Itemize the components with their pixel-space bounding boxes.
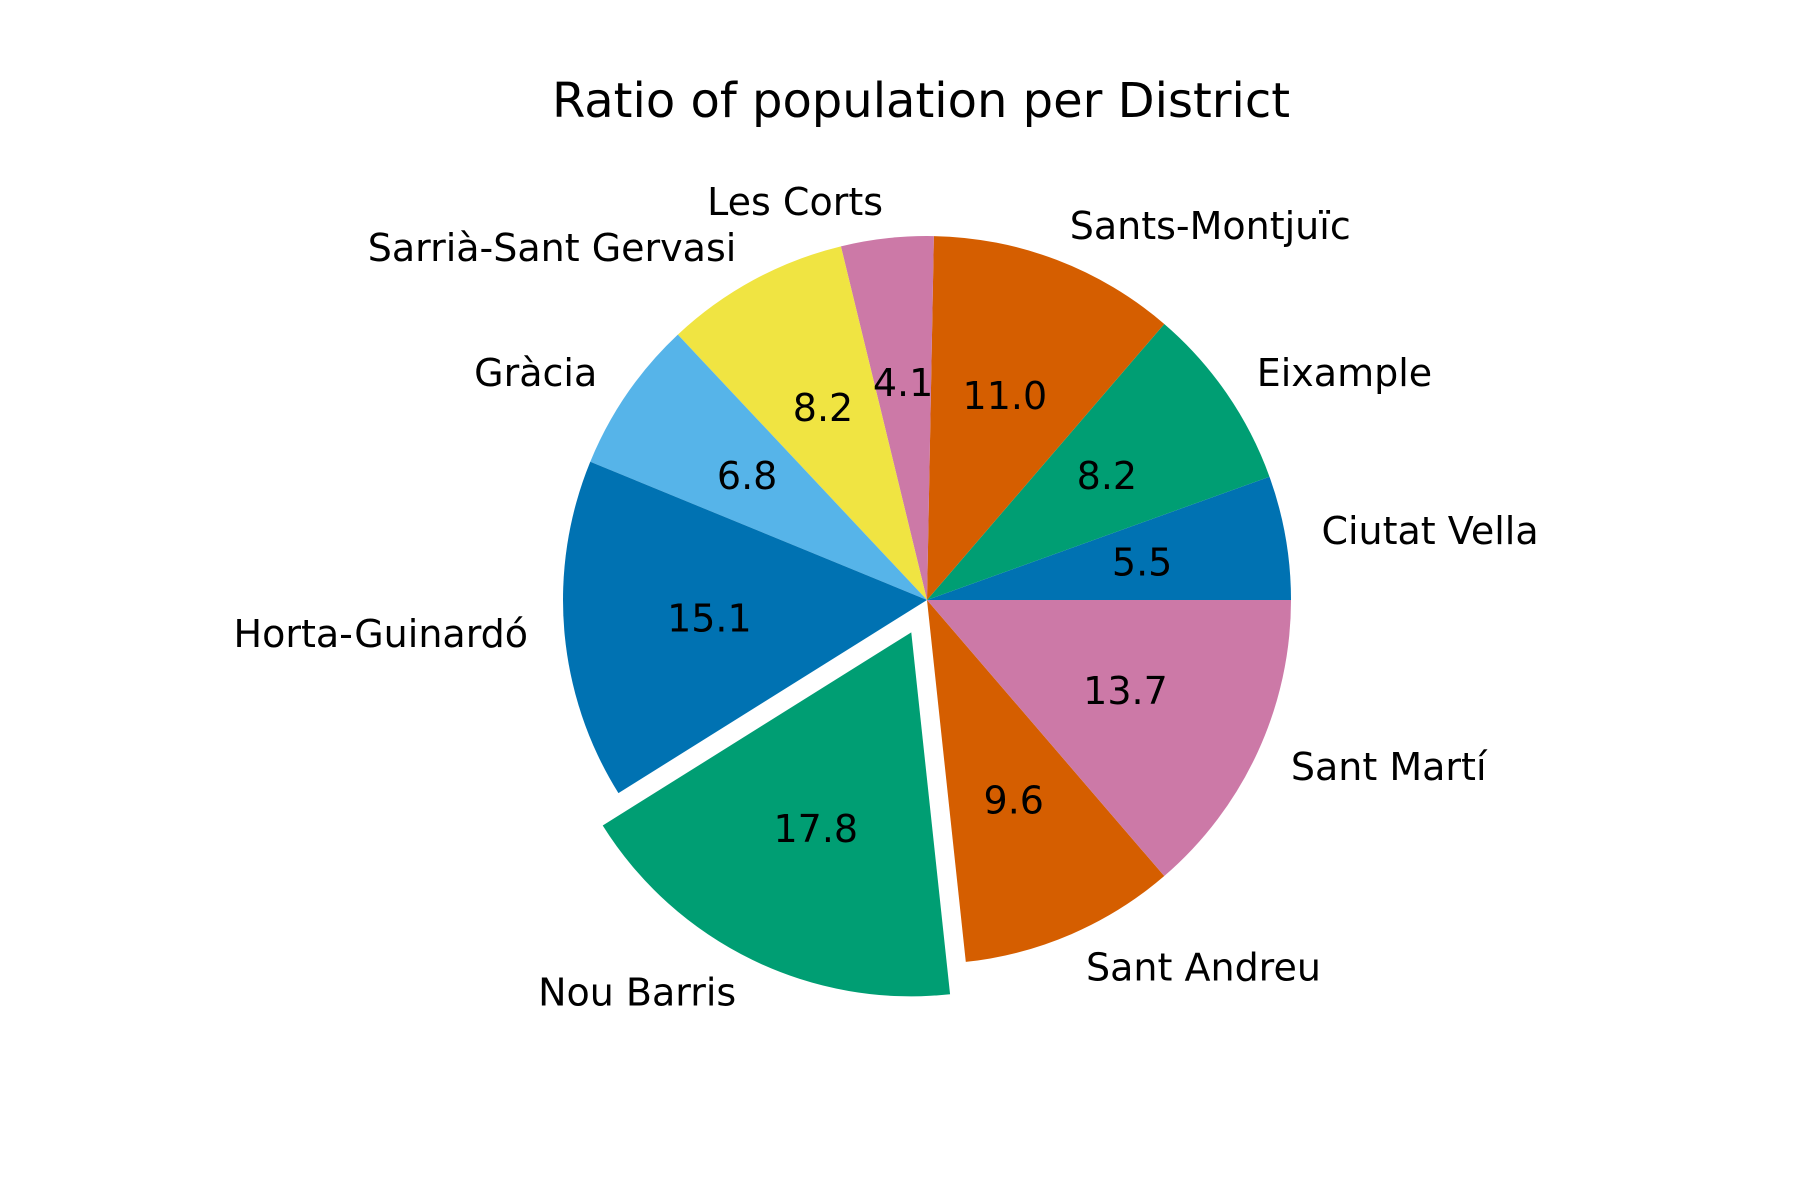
pie-value-label-sant-andreu: 9.6	[984, 778, 1044, 822]
pie-value-label-les-corts: 4.1	[873, 361, 933, 405]
pie-slice-label-sarria-sant-gervasi: Sarrià-Sant Gervasi	[368, 226, 737, 270]
pie-value-label-ciutat-vella: 5.5	[1112, 540, 1172, 584]
pie-slice-label-sants-montjuic: Sants-Montjuïc	[1070, 204, 1351, 248]
pie-slice-label-sant-andreu: Sant Andreu	[1086, 945, 1321, 989]
pie-slice-gracia	[590, 334, 927, 600]
pie-value-label-sarria-sant-gervasi: 8.2	[793, 386, 853, 430]
pie-slice-label-les-corts: Les Corts	[707, 180, 883, 224]
pie-slice-les-corts	[840, 236, 934, 600]
pie-slices	[563, 236, 1291, 997]
pie-slice-label-horta-guinardo: Horta-Guinardó	[234, 612, 529, 656]
pie-slice-label-sant-marti: Sant Martí	[1291, 745, 1488, 789]
pie-value-label-sant-marti: 13.7	[1083, 669, 1168, 713]
pie-slice-label-nou-barris: Nou Barris	[538, 971, 736, 1015]
pie-value-label-nou-barris: 17.8	[773, 807, 858, 851]
pie-value-label-sants-montjuic: 11.0	[963, 374, 1048, 418]
pie-value-label-eixample: 8.2	[1077, 454, 1137, 498]
pie-value-labels: 5.5 8.2 11.0 4.1 8.2 6.8 15.1 17.8 9.6 13.7	[667, 361, 1172, 851]
pie-slice-ciutat-vella	[927, 476, 1291, 600]
pie-slice-labels: Ciutat Vella Eixample Sants-Montjuïc Les Co…	[234, 180, 1539, 1014]
pie-slice-sarria-sant-gervasi	[677, 246, 927, 600]
pie-slice-nou-barris	[602, 632, 951, 997]
pie-value-label-gracia: 6.8	[717, 454, 777, 498]
pie-slice-label-eixample: Eixample	[1257, 351, 1432, 395]
pie-slice-sants-montjuic	[927, 236, 1165, 600]
chart-title: Ratio of population per District	[552, 73, 1290, 129]
pie-slice-label-ciutat-vella: Ciutat Vella	[1321, 509, 1538, 553]
pie-slice-sant-marti	[927, 600, 1291, 877]
pie-slice-horta-guinardo	[563, 461, 927, 794]
pie-slice-eixample	[927, 323, 1270, 600]
pie-slice-sant-andreu	[927, 600, 1165, 962]
pie-slice-label-gracia: Gràcia	[474, 351, 597, 395]
pie-value-label-horta-guinardo: 15.1	[667, 597, 752, 641]
